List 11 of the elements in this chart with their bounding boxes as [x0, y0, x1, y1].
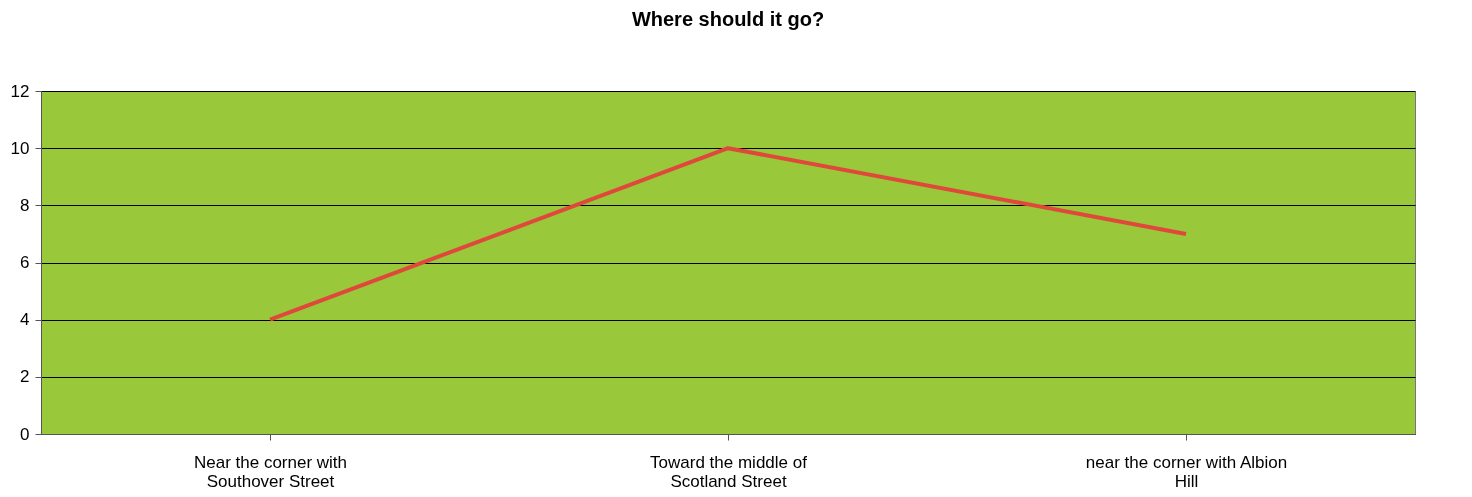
chart-title: Where should it go? — [631, 8, 825, 30]
y-tick-label: 8 — [20, 195, 30, 215]
y-tick-label: 6 — [20, 253, 30, 272]
y-tick-label: 4 — [20, 310, 30, 330]
y-tick-label: 2 — [20, 367, 30, 387]
y-tick-label: 10 — [10, 138, 30, 158]
x-tick-label: near the corner with Albion Hill — [1085, 452, 1288, 491]
x-tick-label: Near the corner with Southover Street — [193, 452, 348, 491]
y-tick-label: 0 — [20, 424, 30, 444]
x-tick-label: Toward the middle of Scotland Street — [650, 452, 808, 491]
y-tick-label: 12 — [10, 81, 30, 101]
